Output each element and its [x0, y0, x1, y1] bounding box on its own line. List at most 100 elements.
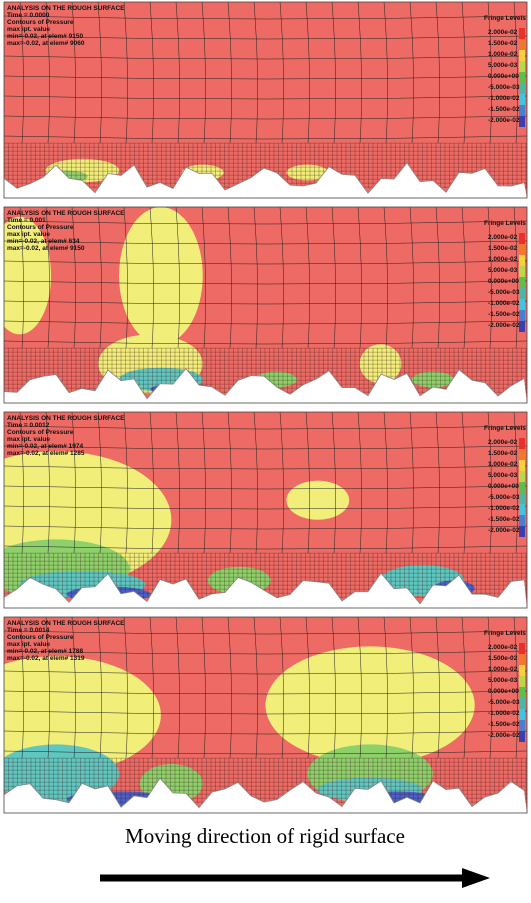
time-label: Time = 0.0012 — [7, 422, 50, 429]
legend-level: 5.000e-03 — [488, 677, 518, 684]
legend-swatch — [519, 654, 525, 665]
legend-swatch — [519, 471, 525, 482]
panel-title: ANALYSIS ON THE ROUGH SURFACE — [7, 210, 125, 217]
legend-level: -5.000e-03 — [488, 699, 520, 706]
legend-level: 0.000e+00 — [488, 688, 519, 695]
legend-swatch — [519, 665, 525, 676]
legend-level: 1.500e-02 — [488, 655, 518, 662]
legend-swatch — [519, 709, 525, 720]
legend-level: -1.000e-02 — [488, 300, 520, 307]
legend-level: -2.000e-02 — [488, 732, 520, 739]
legend-swatch — [519, 460, 525, 471]
info-line: Contours of Pressure — [7, 19, 74, 26]
info-line: max=-0.02, at elem# 9150 — [7, 245, 85, 252]
legend-swatch — [519, 493, 525, 504]
legend-level: -1.500e-02 — [488, 516, 520, 523]
legend-level: 2.000e-02 — [488, 29, 518, 36]
info-line: max=-0.02, at elem# 1285 — [7, 450, 85, 457]
legend-level: -2.000e-02 — [488, 322, 520, 329]
legend-swatch — [519, 28, 525, 39]
legend-swatch — [519, 83, 525, 94]
legend-swatch — [519, 515, 525, 526]
legend-swatch — [519, 321, 525, 332]
legend-level: -1.500e-02 — [488, 106, 520, 113]
legend-title: Fringe Levels — [484, 220, 526, 227]
time-label: Time = 0.0000 — [7, 12, 50, 19]
pressure-zone — [412, 372, 454, 388]
legend-swatch — [519, 643, 525, 654]
info-line: max ipt. value — [7, 641, 50, 648]
legend-swatch — [519, 39, 525, 50]
legend-swatch — [519, 233, 525, 244]
legend-level: -5.000e-03 — [488, 84, 520, 91]
page: Moving direction of rigid surface ANALYS… — [0, 0, 531, 903]
legend-level: 0.000e+00 — [488, 483, 519, 490]
legend-swatch — [519, 266, 525, 277]
legend-swatch — [519, 731, 525, 742]
legend-level: 5.000e-03 — [488, 267, 518, 274]
legend-level: -5.000e-03 — [488, 494, 520, 501]
legend-swatch — [519, 526, 525, 537]
info-line: max=-0.02, at elem# 9060 — [7, 40, 85, 47]
info-line: max=-0.02, at elem# 1319 — [7, 655, 85, 662]
pressure-zone — [286, 481, 349, 520]
legend-level: 1.500e-02 — [488, 245, 518, 252]
legend-swatch — [519, 720, 525, 731]
figure: Moving direction of rigid surface ANALYS… — [0, 0, 531, 903]
info-line: max ipt. value — [7, 26, 50, 33]
legend-swatch — [519, 288, 525, 299]
panel-body — [0, 617, 531, 813]
legend-level: 0.000e+00 — [488, 73, 519, 80]
info-line: min=-0.02, at elem# 9150 — [7, 33, 83, 40]
legend-level: 1.000e-02 — [488, 461, 518, 468]
info-line: Contours of Pressure — [7, 224, 74, 231]
info-line: min=-0.02, at elem# 634 — [7, 238, 80, 245]
legend-level: 2.000e-02 — [488, 234, 518, 241]
legend-level: 1.500e-02 — [488, 450, 518, 457]
legend-level: 2.000e-02 — [488, 644, 518, 651]
info-line: Contours of Pressure — [7, 634, 74, 641]
legend-swatch — [519, 687, 525, 698]
legend-swatch — [519, 116, 525, 127]
legend-swatch — [519, 698, 525, 709]
panel: ANALYSIS ON THE ROUGH SURFACETime = 0.00… — [0, 412, 531, 608]
legend-swatch — [519, 94, 525, 105]
legend-level: -2.000e-02 — [488, 117, 520, 124]
info-line: min=-0.02, at elem# 1974 — [7, 443, 83, 450]
legend-swatch — [519, 299, 525, 310]
legend-level: -1.000e-02 — [488, 95, 520, 102]
legend-level: 0.000e+00 — [488, 278, 519, 285]
legend-swatch — [519, 50, 525, 61]
info-line: min=-0.02, at elem# 1788 — [7, 648, 83, 655]
legend-level: -5.000e-03 — [488, 289, 520, 296]
legend-swatch — [519, 310, 525, 321]
legend-level: 5.000e-03 — [488, 472, 518, 479]
legend-swatch — [519, 504, 525, 515]
legend-swatch — [519, 449, 525, 460]
legend-swatch — [519, 244, 525, 255]
legend-swatch — [519, 61, 525, 72]
legend-level: -2.000e-02 — [488, 527, 520, 534]
legend-level: 2.000e-02 — [488, 439, 518, 446]
panel-title: ANALYSIS ON THE ROUGH SURFACE — [7, 620, 125, 627]
panel-title: ANALYSIS ON THE ROUGH SURFACE — [7, 5, 125, 12]
legend-level: 1.500e-02 — [488, 40, 518, 47]
legend-swatch — [519, 255, 525, 266]
legend-level: -1.000e-02 — [488, 710, 520, 717]
legend-swatch — [519, 676, 525, 687]
arrow-head — [462, 868, 490, 888]
legend-title: Fringe Levels — [484, 425, 526, 432]
legend-level: 1.000e-02 — [488, 256, 518, 263]
panel-body — [0, 412, 531, 608]
caption: Moving direction of rigid surface — [125, 824, 405, 848]
legend-level: -1.500e-02 — [488, 311, 520, 318]
info-line: max ipt. value — [7, 436, 50, 443]
legend-level: 1.000e-02 — [488, 666, 518, 673]
info-line: max ipt. value — [7, 231, 50, 238]
panel-title: ANALYSIS ON THE ROUGH SURFACE — [7, 415, 125, 422]
legend-level: -1.000e-02 — [488, 505, 520, 512]
legend-swatch — [519, 72, 525, 83]
time-label: Time = 0.001 — [7, 217, 46, 224]
